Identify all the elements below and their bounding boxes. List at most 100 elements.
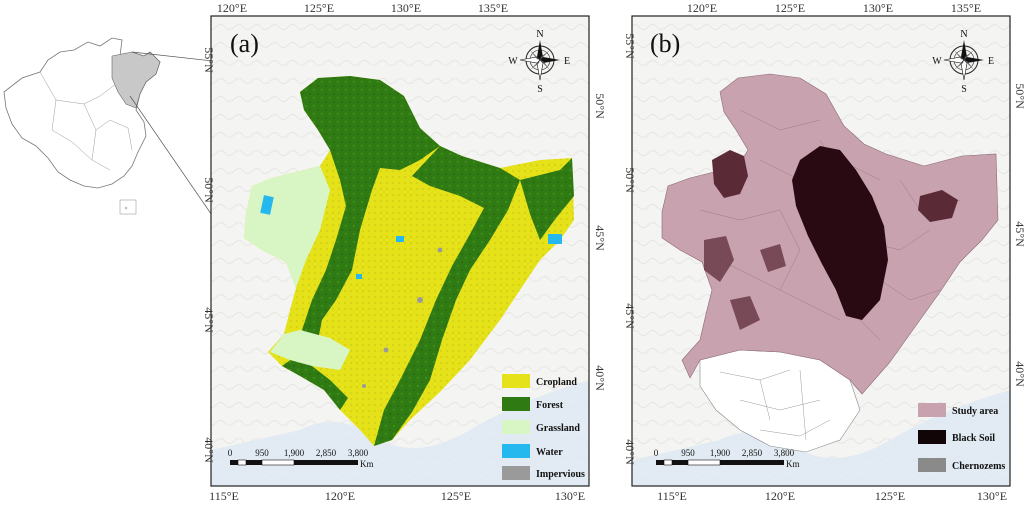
panel-a: (a) 120°E 125°E 130°E 135°E 115°E 120°E … bbox=[202, 1, 607, 503]
legend-label-forest: Forest bbox=[536, 400, 564, 411]
panel-a-right-tick: 45°N bbox=[593, 225, 607, 251]
panel-a-scale-bar: 0 950 1,900 2,850 3,800 Km bbox=[228, 448, 374, 469]
scale-label: 3,800 bbox=[774, 448, 795, 458]
panel-b-bottom-tick: 120°E bbox=[765, 489, 795, 503]
legend-swatch-chernozems bbox=[918, 458, 946, 472]
panel-b-bottom-ticks: 115°E 120°E 125°E 130°E bbox=[657, 489, 1007, 503]
panel-b-scale-bar: 0 950 1,900 2,850 3,800 Km bbox=[654, 448, 800, 469]
legend-label-water: Water bbox=[536, 447, 563, 458]
panel-a-top-tick: 125°E bbox=[304, 1, 334, 15]
panel-b-right-tick: 50°N bbox=[1013, 83, 1024, 109]
panel-a-left-ticks: 55°N 50°N 45°N 40°N bbox=[202, 47, 216, 463]
panel-b-right-tick: 45°N bbox=[1013, 221, 1024, 247]
legend-label-study-area: Study area bbox=[952, 406, 998, 417]
panel-b-left-tick: 55°N bbox=[623, 33, 637, 59]
grassland-region-south bbox=[270, 330, 350, 370]
compass-n: N bbox=[536, 29, 543, 40]
panel-a-bottom-tick: 115°E bbox=[209, 489, 239, 503]
legend-label-black-soil: Black Soil bbox=[952, 433, 995, 444]
panel-b-legend: Study area Black Soil Chernozems bbox=[918, 403, 1005, 472]
water-body-east bbox=[548, 234, 562, 244]
legend-label-grassland: Grassland bbox=[536, 423, 580, 434]
panel-a-top-tick: 130°E bbox=[391, 1, 421, 15]
sea-a bbox=[211, 380, 589, 486]
black-soil-east bbox=[918, 190, 958, 222]
legend-label-impervious: Impervious bbox=[536, 469, 585, 480]
scale-label: 1,900 bbox=[710, 448, 731, 458]
compass-e: E bbox=[988, 56, 994, 67]
china-provinces bbox=[39, 71, 133, 171]
panel-a-frame bbox=[210, 15, 590, 487]
scale-label: 0 bbox=[654, 448, 659, 458]
panel-a-right-ticks: 50°N 45°N 40°N bbox=[593, 93, 607, 391]
impervious-city-2 bbox=[437, 247, 443, 253]
scale-label: 2,850 bbox=[316, 448, 337, 458]
panel-a-bottom-tick: 125°E bbox=[441, 489, 471, 503]
legend-swatch-water bbox=[502, 444, 530, 458]
impervious-city-3 bbox=[383, 347, 389, 353]
panel-a-legend: Cropland Forest Grassland Water Impervio… bbox=[502, 374, 585, 480]
compass-e: E bbox=[564, 56, 570, 67]
panel-a-left-tick: 45°N bbox=[202, 307, 216, 333]
legend-swatch-impervious bbox=[502, 466, 530, 480]
legend-label-cropland: Cropland bbox=[536, 377, 577, 388]
compass-n: N bbox=[960, 29, 967, 40]
scale-unit: Km bbox=[360, 459, 374, 469]
legend-swatch-cropland bbox=[502, 374, 530, 388]
legend-label-chernozems: Chernozems bbox=[952, 461, 1005, 472]
scale-unit: Km bbox=[786, 459, 800, 469]
panel-b-bottom-tick: 130°E bbox=[977, 489, 1007, 503]
black-soil-west bbox=[712, 150, 748, 198]
panel-b-letter: (b) bbox=[650, 29, 680, 58]
scale-label: 950 bbox=[255, 448, 269, 458]
panel-a-right-tick: 40°N bbox=[593, 365, 607, 391]
panel-a-bottom-ticks: 115°E 120°E 125°E 130°E bbox=[209, 489, 585, 503]
panel-b-bottom-tick: 115°E bbox=[657, 489, 687, 503]
panel-a-left-tick: 55°N bbox=[202, 47, 216, 73]
forest-region-southwest bbox=[282, 356, 348, 410]
panel-b-left-tick: 45°N bbox=[623, 303, 637, 329]
panel-b-top-tick: 120°E bbox=[687, 1, 717, 15]
legend-swatch-grassland bbox=[502, 420, 530, 434]
scale-label: 0 bbox=[228, 448, 233, 458]
legend-swatch-black-soil bbox=[918, 430, 946, 444]
northeast-china-highlight bbox=[111, 51, 161, 109]
panel-a-letter: (a) bbox=[230, 29, 259, 58]
compass-s: S bbox=[537, 84, 543, 95]
legend-swatch-forest bbox=[502, 397, 530, 411]
southern-admin-lines bbox=[719, 369, 831, 441]
panel-a-left-tick: 40°N bbox=[202, 437, 216, 463]
panel-b-top-tick: 130°E bbox=[863, 1, 893, 15]
panel-b: (b) 120°E 125°E 130°E 135°E 115°E 120°E … bbox=[623, 1, 1024, 503]
scale-label: 3,800 bbox=[348, 448, 369, 458]
south-china-sea-islands bbox=[119, 199, 137, 215]
panel-b-top-tick: 135°E bbox=[951, 1, 981, 15]
panel-b-right-ticks: 50°N 45°N 40°N bbox=[1013, 83, 1024, 387]
panel-a-left-tick: 50°N bbox=[202, 177, 216, 203]
panel-a-top-ticks: 120°E 125°E 130°E 135°E bbox=[217, 1, 508, 15]
water-body-hulun bbox=[260, 195, 274, 215]
panel-b-left-tick: 40°N bbox=[623, 439, 637, 465]
panel-b-bottom-tick: 125°E bbox=[875, 489, 905, 503]
panel-a-bottom-tick: 120°E bbox=[325, 489, 355, 503]
forest-region-far-east bbox=[520, 158, 574, 240]
scale-label: 1,900 bbox=[284, 448, 305, 458]
impervious-city-4 bbox=[362, 384, 366, 388]
compass-w: W bbox=[932, 56, 942, 67]
scale-label: 950 bbox=[681, 448, 695, 458]
impervious-city-1 bbox=[417, 297, 423, 303]
panel-a-right-tick: 50°N bbox=[593, 93, 607, 119]
panel-b-right-tick: 40°N bbox=[1013, 361, 1024, 387]
water-body-south bbox=[356, 274, 362, 279]
panel-b-top-ticks: 120°E 125°E 130°E 135°E bbox=[687, 1, 981, 15]
water-body-central bbox=[396, 236, 404, 242]
black-soil-region bbox=[792, 146, 888, 320]
legend-swatch-study-area bbox=[918, 403, 946, 417]
compass-rose-icon: N S E W bbox=[508, 29, 570, 95]
panel-b-left-tick: 50°N bbox=[623, 167, 637, 193]
forest-region-east bbox=[374, 146, 520, 446]
scale-label: 2,850 bbox=[742, 448, 763, 458]
compass-w: W bbox=[508, 56, 518, 67]
black-soil-scatter bbox=[704, 236, 786, 330]
